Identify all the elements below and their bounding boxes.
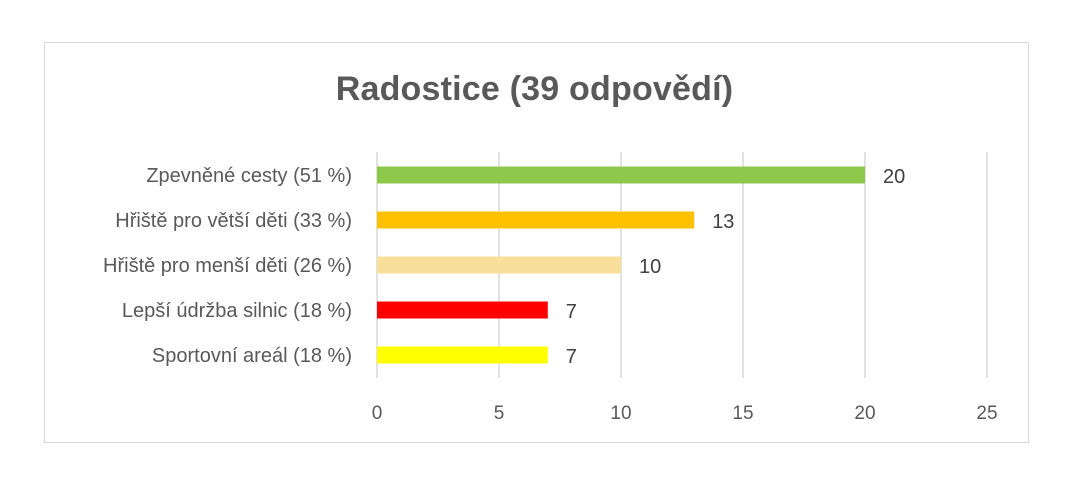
- data-label: 13: [712, 211, 734, 233]
- data-label: 20: [883, 166, 905, 188]
- x-tick-label: 10: [610, 403, 631, 424]
- bar: [377, 166, 865, 184]
- x-tick-label: 20: [854, 403, 875, 424]
- bars: [377, 166, 865, 364]
- x-tick-label: 0: [372, 403, 383, 424]
- category-label: Zpevněné cesty (51 %): [146, 165, 352, 187]
- bar: [377, 256, 621, 274]
- x-tick-label: 15: [732, 403, 753, 424]
- category-label: Hřiště pro menší děti (26 %): [103, 255, 352, 277]
- data-label: 10: [639, 256, 661, 278]
- bar: [377, 211, 695, 229]
- x-tick-label: 5: [494, 403, 505, 424]
- x-tick-label: 25: [976, 403, 997, 424]
- chart-title: Radostice (39 odpovědí): [335, 70, 734, 108]
- labels: 0 5 10 15 20 25 Zpevněné cesty (51 %) 20 Hřiště …: [103, 165, 998, 424]
- bar: [377, 346, 548, 364]
- data-label: 7: [566, 346, 577, 368]
- category-label: Lepší údržba silnic (18 %): [122, 300, 352, 322]
- category-label: Sportovní areál (18 %): [152, 345, 352, 367]
- category-label: Hřiště pro větší děti (33 %): [115, 210, 352, 232]
- data-label: 7: [566, 301, 577, 323]
- bar: [377, 301, 548, 319]
